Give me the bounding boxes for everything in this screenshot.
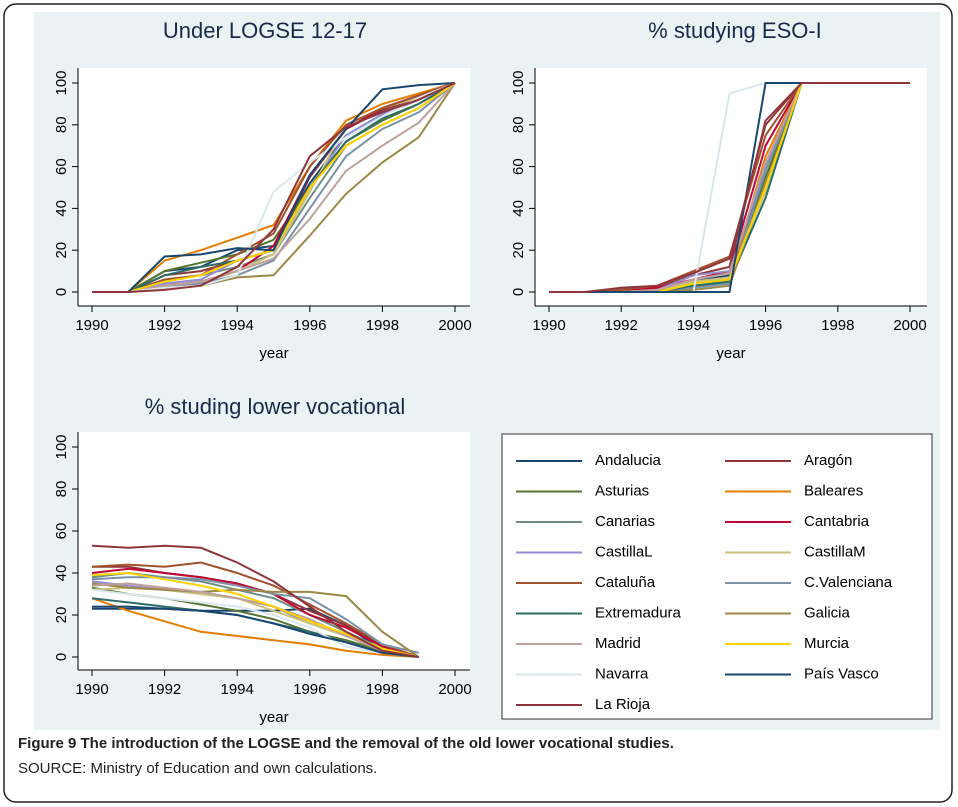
x-tick-label: 1998 [366, 681, 399, 698]
series-line [92, 82, 456, 293]
series-line [92, 82, 456, 293]
x-tick-label: 1992 [605, 317, 638, 334]
x-tick-label: 1998 [366, 317, 399, 334]
y-tick-label: 40 [510, 200, 527, 217]
legend-label: C.Valenciana [804, 574, 893, 591]
series-line [91, 582, 420, 658]
series-line [92, 82, 456, 293]
x-tick-label: 1994 [221, 317, 254, 334]
x-tick-label: 2000 [893, 317, 926, 334]
y-tick-label: 80 [53, 116, 70, 133]
legend-label: Andalucia [595, 452, 662, 469]
series-line [91, 567, 419, 658]
x-axis-label: year [716, 345, 745, 362]
y-tick-label: 80 [53, 481, 70, 498]
legend-label: CastillaM [804, 543, 866, 560]
series-line [92, 82, 456, 293]
series-line [91, 597, 419, 658]
plot-area [78, 68, 470, 306]
y-tick-label: 0 [53, 288, 70, 296]
x-tick-label: 1990 [532, 317, 565, 334]
legend-label: CastillaL [595, 543, 653, 560]
x-tick-label: 1996 [293, 317, 326, 334]
x-tick-label: 1990 [75, 681, 108, 698]
series-line [91, 544, 419, 658]
y-tick-label: 100 [510, 70, 527, 95]
x-tick-label: 1992 [148, 317, 181, 334]
y-tick-label: 60 [53, 158, 70, 175]
x-axis-label: year [259, 345, 288, 362]
series-line [92, 82, 456, 293]
series-line [91, 582, 419, 658]
x-axis-label: year [259, 709, 288, 726]
legend-label: La Rioja [595, 696, 651, 713]
chart-title: % studing lower vocational [145, 394, 405, 419]
y-tick-label: 0 [53, 653, 70, 661]
x-tick-label: 1998 [821, 317, 854, 334]
legend-label: Navarra [595, 665, 649, 682]
legend-label: Cantabria [804, 513, 870, 530]
y-tick-label: 80 [510, 116, 527, 133]
y-tick-label: 40 [53, 565, 70, 582]
legend-label: Canarias [595, 513, 655, 530]
x-tick-label: 2000 [438, 681, 471, 698]
x-tick-label: 2000 [438, 317, 471, 334]
series-line [92, 605, 419, 658]
y-tick-label: 40 [53, 200, 70, 217]
series-line [549, 82, 910, 293]
x-tick-label: 1994 [677, 317, 710, 334]
y-tick-label: 60 [510, 158, 527, 175]
x-tick-label: 1990 [75, 317, 108, 334]
y-tick-label: 100 [53, 70, 70, 95]
legend-label: Cataluña [595, 574, 656, 591]
plot-area [78, 432, 470, 670]
y-tick-label: 20 [53, 607, 70, 624]
legend-label: Madrid [595, 635, 641, 652]
x-tick-label: 1996 [293, 681, 326, 698]
legend-label: Baleares [804, 482, 863, 499]
legend-label: Aragón [804, 452, 852, 469]
series-line [91, 561, 420, 658]
legend-label: País Vasco [804, 665, 879, 682]
chart-title: % studying ESO-I [648, 18, 822, 43]
y-tick-label: 20 [510, 242, 527, 259]
series-line [92, 82, 456, 293]
series-line [92, 82, 456, 293]
legend-box [501, 433, 933, 720]
y-tick-label: 100 [53, 434, 70, 459]
y-tick-label: 0 [510, 288, 527, 296]
caption-title: Figure 9 The introduction of the LOGSE a… [18, 735, 674, 752]
legend-label: Galicia [804, 604, 851, 621]
legend-label: Murcia [804, 635, 850, 652]
legend-label: Extremadura [595, 604, 682, 621]
chart-title: Under LOGSE 12-17 [163, 18, 367, 43]
y-tick-label: 60 [53, 523, 70, 540]
y-tick-label: 20 [53, 242, 70, 259]
caption-source: SOURCE: Ministry of Education and own ca… [18, 760, 378, 777]
series-line [91, 576, 419, 654]
x-tick-label: 1992 [148, 681, 181, 698]
x-tick-label: 1994 [221, 681, 254, 698]
series-line [91, 588, 419, 658]
legend-label: Asturias [595, 482, 649, 499]
x-tick-label: 1996 [749, 317, 782, 334]
